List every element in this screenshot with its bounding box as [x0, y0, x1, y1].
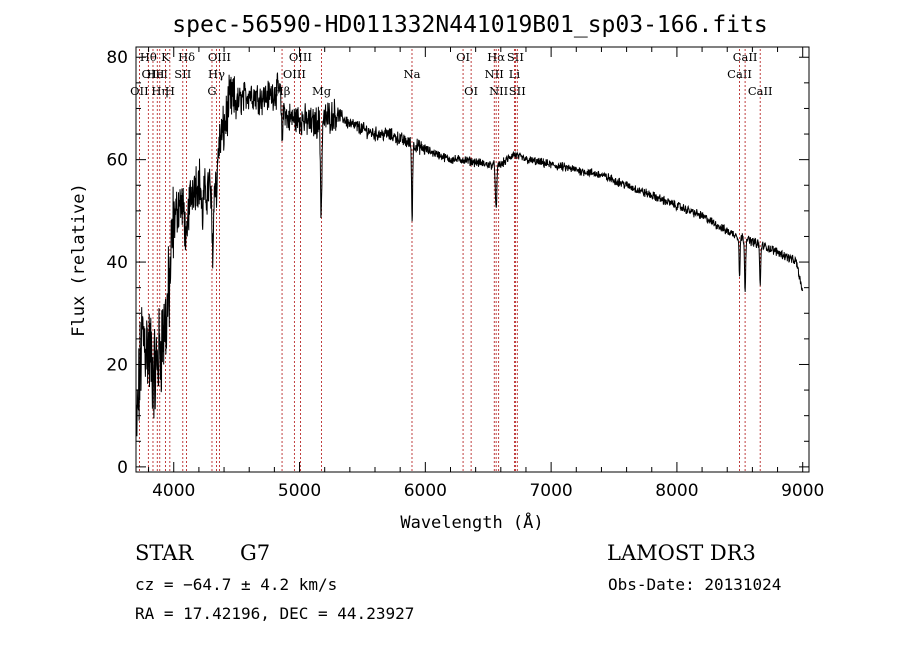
line-marker-label: Na — [404, 67, 421, 81]
line-marker-label: K — [161, 50, 170, 64]
x-tick-label: 4000 — [152, 481, 195, 501]
observation-date: Obs-Date: 20131024 — [608, 575, 782, 594]
line-marker-label: NII — [485, 67, 504, 81]
y-tick-label: 20 — [106, 355, 128, 375]
object-type: STAR — [135, 541, 194, 565]
line-marker-label: Hγ — [208, 67, 225, 81]
x-tick-label: 6000 — [404, 481, 447, 501]
coordinates: RA = 17.42196, DEC = 44.23927 — [135, 604, 415, 623]
line-marker-label: Mg — [312, 84, 332, 98]
line-marker-label: OIII — [208, 50, 231, 64]
x-tick-label: 5000 — [278, 481, 321, 501]
line-marker-label: Hη — [151, 84, 168, 98]
line-marker-label: CaII — [727, 67, 752, 81]
line-marker-label: Hβ — [274, 84, 291, 98]
x-axis-label: Wavelength (Å) — [400, 511, 543, 533]
subclass: G7 — [240, 541, 271, 565]
line-marker-label: OI — [464, 84, 478, 98]
line-marker-label: SII — [174, 67, 191, 81]
x-axis: 4000 5000 6000 7000 8000 9000 — [148, 47, 824, 501]
line-marker-label: OIII — [141, 67, 164, 81]
y-tick-label: 80 — [106, 48, 128, 68]
line-marker-label: H — [165, 84, 175, 98]
survey-name: LAMOST DR3 — [607, 541, 756, 565]
x-tick-label: 8000 — [655, 481, 698, 501]
x-tick-label: 7000 — [529, 481, 572, 501]
y-tick-label: 0 — [117, 458, 128, 478]
line-marker-label: G — [207, 84, 216, 98]
line-markers: OIIHθOIIIHeIHηKHSIIHδGHγOIIIHβOIIIOIIIMg… — [130, 49, 773, 472]
line-marker-label: OII — [130, 84, 149, 98]
line-marker-label: SII — [507, 50, 524, 64]
line-marker-label: OIII — [289, 50, 312, 64]
y-axis: 0 20 40 60 80 — [106, 48, 809, 478]
x-tick-label: 9000 — [781, 481, 824, 501]
line-marker-label: NII — [489, 84, 508, 98]
line-marker-label: HeI — [147, 67, 168, 81]
line-marker-label: SII — [509, 84, 526, 98]
line-marker-label: CaII — [748, 84, 773, 98]
y-axis-label: Flux (relative) — [69, 183, 89, 337]
line-marker-label: Hα — [487, 50, 505, 64]
line-marker-label: CaII — [733, 50, 758, 64]
line-marker-label: OI — [456, 50, 470, 64]
chart-title: spec-56590-HD011332N441019B01_sp03-166.f… — [172, 12, 767, 38]
line-marker-label: OIII — [283, 67, 306, 81]
line-marker-label: Li — [509, 67, 521, 81]
spectrum-line — [135, 72, 804, 437]
y-tick-label: 60 — [106, 151, 128, 171]
redshift-velocity: cz = −64.7 ± 4.2 km/s — [135, 575, 338, 594]
plot-frame — [135, 46, 810, 473]
y-tick-label: 40 — [106, 253, 128, 273]
line-marker-label: Hδ — [178, 50, 195, 64]
